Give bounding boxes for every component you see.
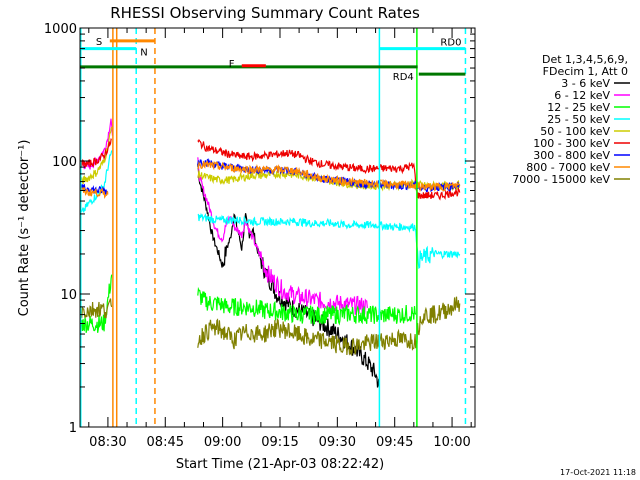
legend-entry-label: 12 - 25 keV bbox=[547, 101, 610, 114]
annotation-label: F bbox=[229, 59, 235, 70]
legend-entry-label: 6 - 12 keV bbox=[554, 89, 610, 102]
legend-entry-label: 3 - 6 keV bbox=[561, 77, 610, 90]
y-tick-label: 1000 bbox=[44, 22, 77, 37]
annotation-label: RD4 bbox=[393, 72, 414, 83]
annotation-label: S bbox=[96, 37, 102, 48]
x-tick-label: 10:00 bbox=[433, 435, 470, 450]
y-axis-label: Count Rate (s⁻¹ detector⁻¹) bbox=[17, 140, 32, 317]
plot-traces bbox=[80, 118, 461, 388]
series-trace bbox=[80, 150, 113, 213]
legend-title: FDecim 1, Att 0 bbox=[543, 65, 628, 78]
legend: Det 1,3,4,5,6,9,FDecim 1, Att 03 - 6 keV… bbox=[512, 53, 630, 186]
x-tick-label: 09:00 bbox=[204, 435, 241, 450]
annotation-label: RD0 bbox=[440, 38, 461, 49]
plot-frame bbox=[79, 27, 476, 428]
legend-entry-label: 800 - 7000 keV bbox=[526, 161, 610, 174]
legend-entry-label: 7000 - 15000 keV bbox=[512, 173, 610, 186]
x-axis: 08:30 08:45 09:00 09:15 09:30 09:45 10:00 bbox=[88, 28, 472, 450]
x-tick-label: 08:45 bbox=[147, 435, 184, 450]
series-trace bbox=[80, 187, 109, 199]
x-tick-label: 09:30 bbox=[319, 435, 356, 450]
annotation-label: N bbox=[140, 48, 147, 59]
y-tick-label: 10 bbox=[60, 288, 77, 303]
legend-entry-label: 50 - 100 keV bbox=[540, 125, 610, 138]
x-tick-label: 09:45 bbox=[376, 435, 413, 450]
legend-entry-label: 100 - 300 keV bbox=[533, 137, 610, 150]
series-trace bbox=[80, 126, 113, 185]
instrument-annotations: S N F RD0 RD4 bbox=[80, 37, 466, 83]
series-trace bbox=[80, 183, 109, 195]
series-trace bbox=[197, 296, 461, 357]
x-tick-label: 09:15 bbox=[261, 435, 298, 450]
legend-title: Det 1,3,4,5,6,9, bbox=[542, 53, 628, 66]
legend-entry-label: 300 - 800 keV bbox=[533, 149, 610, 162]
series-trace bbox=[80, 298, 113, 319]
series-trace bbox=[80, 274, 113, 333]
series-trace bbox=[80, 138, 112, 168]
x-tick-label: 08:30 bbox=[89, 435, 126, 450]
y-tick-label: 1 bbox=[69, 421, 77, 436]
x-axis-label: Start Time (21-Apr-03 08:22:42) bbox=[176, 457, 384, 472]
vertical-markers bbox=[80, 28, 467, 427]
chart-title: RHESSI Observing Summary Count Rates bbox=[110, 4, 420, 22]
timestamp-label: 17-Oct-2021 11:18 bbox=[560, 468, 636, 477]
y-tick-label: 100 bbox=[52, 155, 77, 170]
series-trace bbox=[197, 160, 461, 193]
legend-entry-label: 25 - 50 keV bbox=[547, 113, 610, 126]
series-trace bbox=[197, 212, 461, 270]
